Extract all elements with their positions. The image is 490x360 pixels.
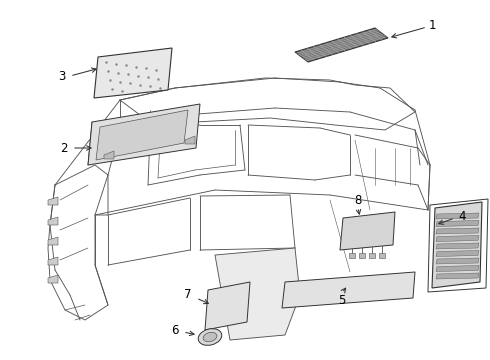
Polygon shape bbox=[436, 273, 479, 279]
Polygon shape bbox=[205, 282, 250, 330]
Polygon shape bbox=[379, 253, 385, 258]
Polygon shape bbox=[436, 220, 479, 226]
Polygon shape bbox=[349, 253, 355, 258]
Polygon shape bbox=[282, 272, 415, 308]
Polygon shape bbox=[436, 266, 479, 271]
Text: 5: 5 bbox=[338, 293, 345, 306]
Polygon shape bbox=[340, 212, 395, 250]
Polygon shape bbox=[104, 151, 114, 159]
Text: 8: 8 bbox=[354, 194, 362, 207]
Text: 2: 2 bbox=[60, 141, 68, 154]
Polygon shape bbox=[295, 28, 388, 62]
Polygon shape bbox=[88, 104, 200, 165]
Polygon shape bbox=[96, 110, 188, 160]
Text: 6: 6 bbox=[171, 324, 179, 337]
Polygon shape bbox=[48, 217, 58, 225]
Text: 3: 3 bbox=[58, 69, 66, 82]
Polygon shape bbox=[436, 228, 479, 234]
Polygon shape bbox=[48, 275, 58, 283]
Text: 7: 7 bbox=[184, 288, 192, 301]
Polygon shape bbox=[48, 197, 58, 205]
Polygon shape bbox=[94, 48, 172, 98]
Polygon shape bbox=[215, 248, 300, 340]
Ellipse shape bbox=[203, 332, 217, 342]
Polygon shape bbox=[436, 251, 479, 256]
Polygon shape bbox=[436, 235, 479, 242]
Text: 4: 4 bbox=[458, 210, 466, 222]
Polygon shape bbox=[432, 202, 482, 288]
Polygon shape bbox=[48, 237, 58, 245]
Polygon shape bbox=[185, 136, 195, 144]
Polygon shape bbox=[359, 253, 365, 258]
Polygon shape bbox=[436, 213, 479, 219]
Polygon shape bbox=[369, 253, 375, 258]
Polygon shape bbox=[436, 243, 479, 249]
Ellipse shape bbox=[198, 329, 222, 345]
Polygon shape bbox=[48, 257, 58, 265]
Polygon shape bbox=[436, 258, 479, 264]
Text: 1: 1 bbox=[428, 18, 436, 32]
